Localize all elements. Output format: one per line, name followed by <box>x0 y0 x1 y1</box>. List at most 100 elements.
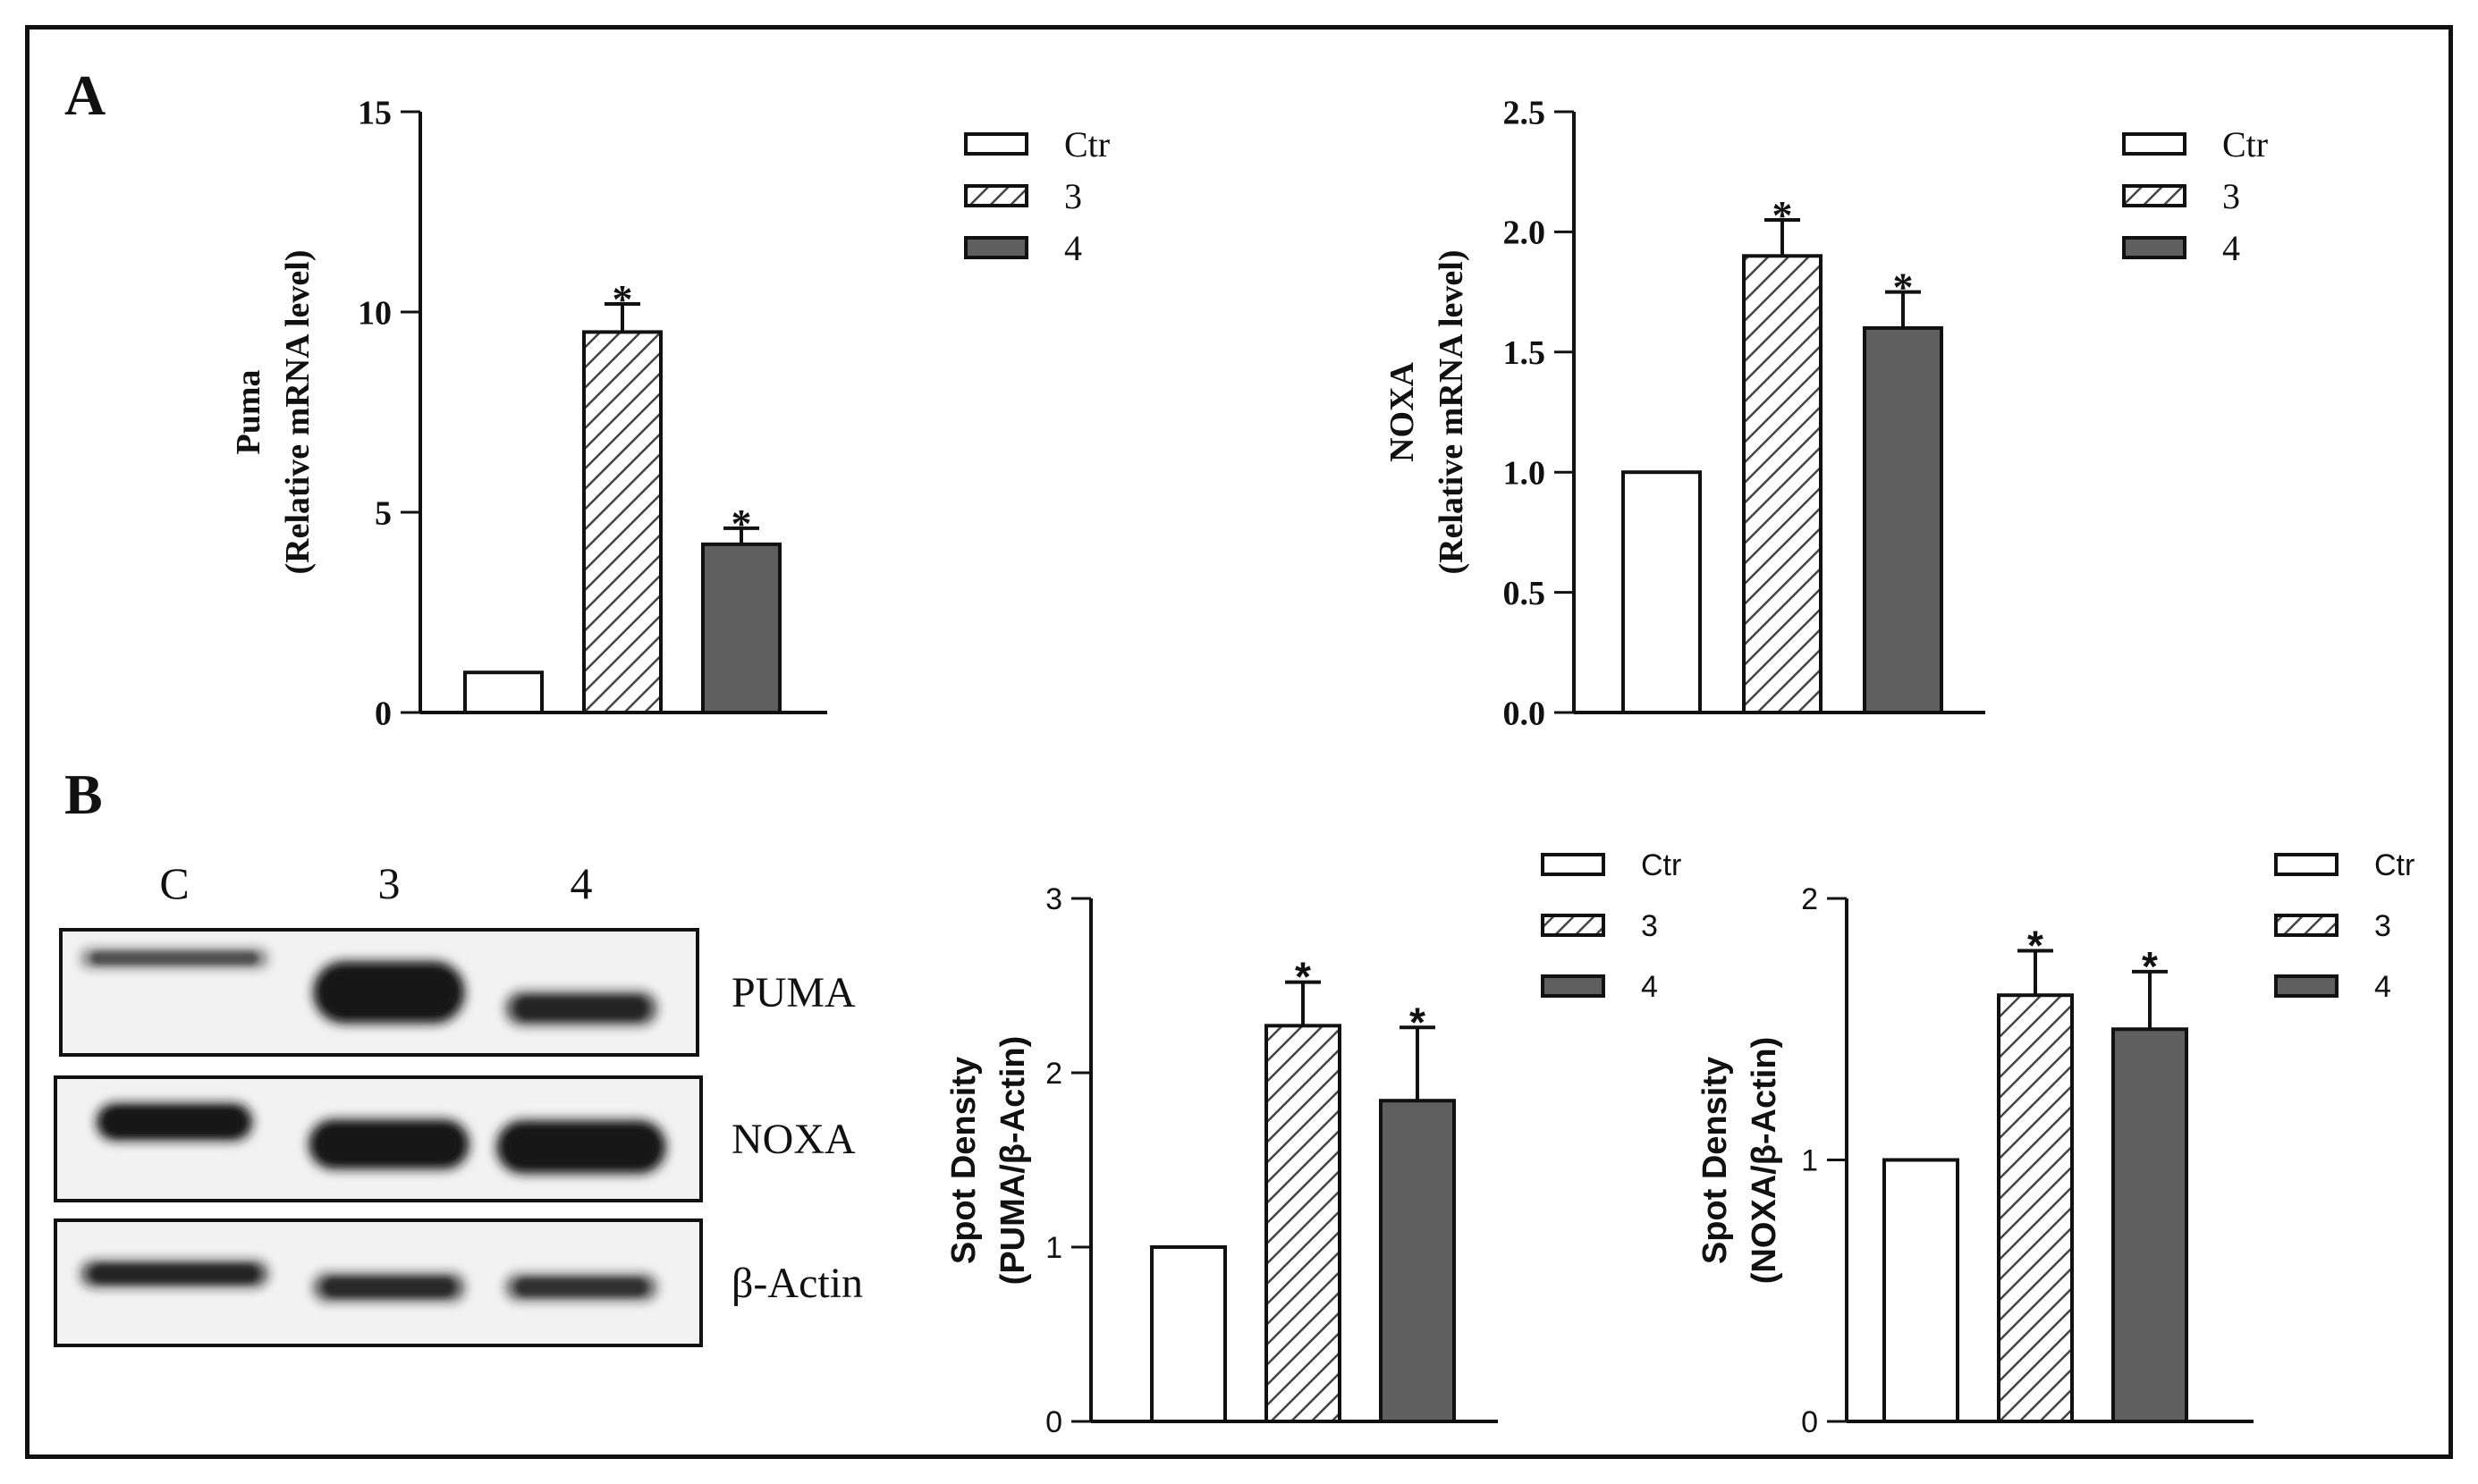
y-tick-label: 2 <box>1801 882 1818 916</box>
significance-mark: * <box>613 276 633 322</box>
legend: Ctr 3 4 <box>2122 124 2268 268</box>
significance-mark: * <box>1893 265 1914 310</box>
y-tick-label: 1 <box>1045 1231 1062 1265</box>
y-tick-label: 15 <box>358 94 392 131</box>
bar-ctr <box>1621 470 1702 714</box>
legend-label: Ctr <box>1641 848 1681 882</box>
bar-4 <box>701 542 782 715</box>
legend-swatch <box>964 236 1028 259</box>
blot-band-core <box>507 1129 655 1165</box>
blot-lane-label: 3 <box>378 858 401 908</box>
legend-label: Ctr <box>2374 848 2415 882</box>
bar-4 <box>2111 1027 2188 1423</box>
y-tick-label: 10 <box>358 294 392 332</box>
legend-label: 4 <box>2222 228 2240 268</box>
bar-3 <box>1997 993 2074 1423</box>
bar-ctr <box>463 670 544 715</box>
legend-label: Ctr <box>1064 124 1110 164</box>
y-tick-label: 1 <box>1801 1143 1818 1177</box>
blot-band-core <box>91 951 258 965</box>
western-blot: C 3 4 PUMA NOXA β-Actin <box>54 858 863 1347</box>
y-tick-label: 0.5 <box>1503 575 1546 612</box>
legend-label: 3 <box>2222 176 2240 216</box>
y-tick-label: 2.5 <box>1503 94 1546 131</box>
blot-band-core <box>106 1109 242 1134</box>
bar-ctr <box>1150 1245 1227 1423</box>
chart-noxa-density: 0 1 2 * * Spot Density (NOXA/β-Actin) Ctr 3 4 <box>1696 848 2415 1439</box>
chart-puma-density: 0 1 2 3 * * Spot Density (PUMA/β-Actin) Ctr 3 4 <box>945 848 1681 1439</box>
legend-swatch <box>1541 974 1605 998</box>
y-tick-label: 0.0 <box>1503 695 1546 732</box>
legend-swatch <box>2274 974 2338 998</box>
blot-band-core <box>91 1265 258 1283</box>
legend-label: 3 <box>1641 909 1658 943</box>
blot-row-2: β-Actin <box>54 1218 863 1347</box>
y-axis-subtitle: (NOXA/β-Actin) <box>1746 1037 1783 1285</box>
legend-swatch <box>2122 132 2186 156</box>
legend: Ctr 3 4 <box>1541 848 1681 1004</box>
legend-label: Ctr <box>2222 124 2268 164</box>
significance-mark: * <box>2027 923 2043 969</box>
legend-swatch <box>1541 914 1605 937</box>
blot-row-label: PUMA <box>732 969 856 1016</box>
y-axis-subtitle: (Relative mRNA level) <box>279 250 317 575</box>
y-axis-title: Spot Density <box>945 1057 983 1264</box>
y-tick-label: 5 <box>375 494 392 532</box>
bar-3 <box>1742 254 1823 714</box>
y-axis-title: Puma <box>230 370 267 455</box>
legend-swatch <box>964 132 1028 156</box>
bar-4 <box>1379 1099 1456 1423</box>
legend-label: 4 <box>2374 970 2391 1004</box>
legend: Ctr 3 4 <box>964 124 1110 268</box>
blot-lane-label: 4 <box>571 858 593 908</box>
y-tick-label: 2 <box>1045 1057 1062 1091</box>
bar-4 <box>1863 325 1943 714</box>
y-axis-subtitle: (Relative mRNA level) <box>1433 250 1470 575</box>
legend-swatch <box>2122 184 2186 207</box>
chart-noxa-mrna: 0.0 0.5 1.0 1.5 2.0 2.5 * * NOXA (Relative mRNA l… <box>1383 94 2268 732</box>
legend-swatch <box>964 184 1028 207</box>
legend-label: 3 <box>1064 176 1082 216</box>
chart-puma-mrna: 0 5 10 15 * * Puma (Relative mRNA level) Ctr 3 4 <box>230 94 1110 732</box>
legend-label: 3 <box>2374 909 2391 943</box>
blot-row-label: NOXA <box>732 1116 856 1163</box>
legend-swatch <box>2274 853 2338 876</box>
blot-band-core <box>324 971 454 1013</box>
significance-mark: * <box>1295 954 1311 1000</box>
y-tick-label: 0 <box>1045 1405 1062 1439</box>
blot-band-core <box>319 1127 459 1161</box>
y-tick-label: 1.0 <box>1503 455 1546 493</box>
panel-label-a: A <box>64 63 106 127</box>
y-axis-title: Spot Density <box>1696 1057 1734 1264</box>
y-tick-label: 0 <box>375 695 392 732</box>
significance-mark: * <box>1772 192 1793 238</box>
bar-3 <box>1264 1024 1341 1423</box>
legend: Ctr 3 4 <box>2274 848 2415 1004</box>
panel-label-b: B <box>64 763 103 826</box>
y-tick-label: 0 <box>1801 1405 1818 1439</box>
blot-lane-label: C <box>159 858 189 908</box>
y-tick-label: 1.5 <box>1503 334 1546 372</box>
blot-band-core <box>516 1278 647 1296</box>
blot-band-core <box>516 997 647 1020</box>
blot-row-1: NOXA <box>54 1075 856 1202</box>
y-axis-title: NOXA <box>1383 362 1421 462</box>
legend-swatch <box>2122 236 2186 259</box>
y-tick-label: 2.0 <box>1503 215 1546 252</box>
bar-ctr <box>1882 1158 1959 1423</box>
blot-row-label: β-Actin <box>732 1260 863 1307</box>
figure-frame <box>25 25 2453 1459</box>
legend-label: 4 <box>1641 970 1658 1004</box>
significance-mark: * <box>1409 999 1425 1045</box>
legend-swatch <box>1541 853 1605 876</box>
significance-mark: * <box>2142 943 2158 990</box>
y-tick-label: 3 <box>1045 882 1062 916</box>
bar-3 <box>582 330 663 714</box>
legend-label: 4 <box>1064 228 1082 268</box>
legend-swatch <box>2274 914 2338 937</box>
blot-row-0: PUMA <box>59 928 856 1057</box>
y-axis-subtitle: (PUMA/β-Actin) <box>994 1036 1032 1286</box>
blot-band-core <box>324 1277 454 1297</box>
significance-mark: * <box>732 501 752 546</box>
